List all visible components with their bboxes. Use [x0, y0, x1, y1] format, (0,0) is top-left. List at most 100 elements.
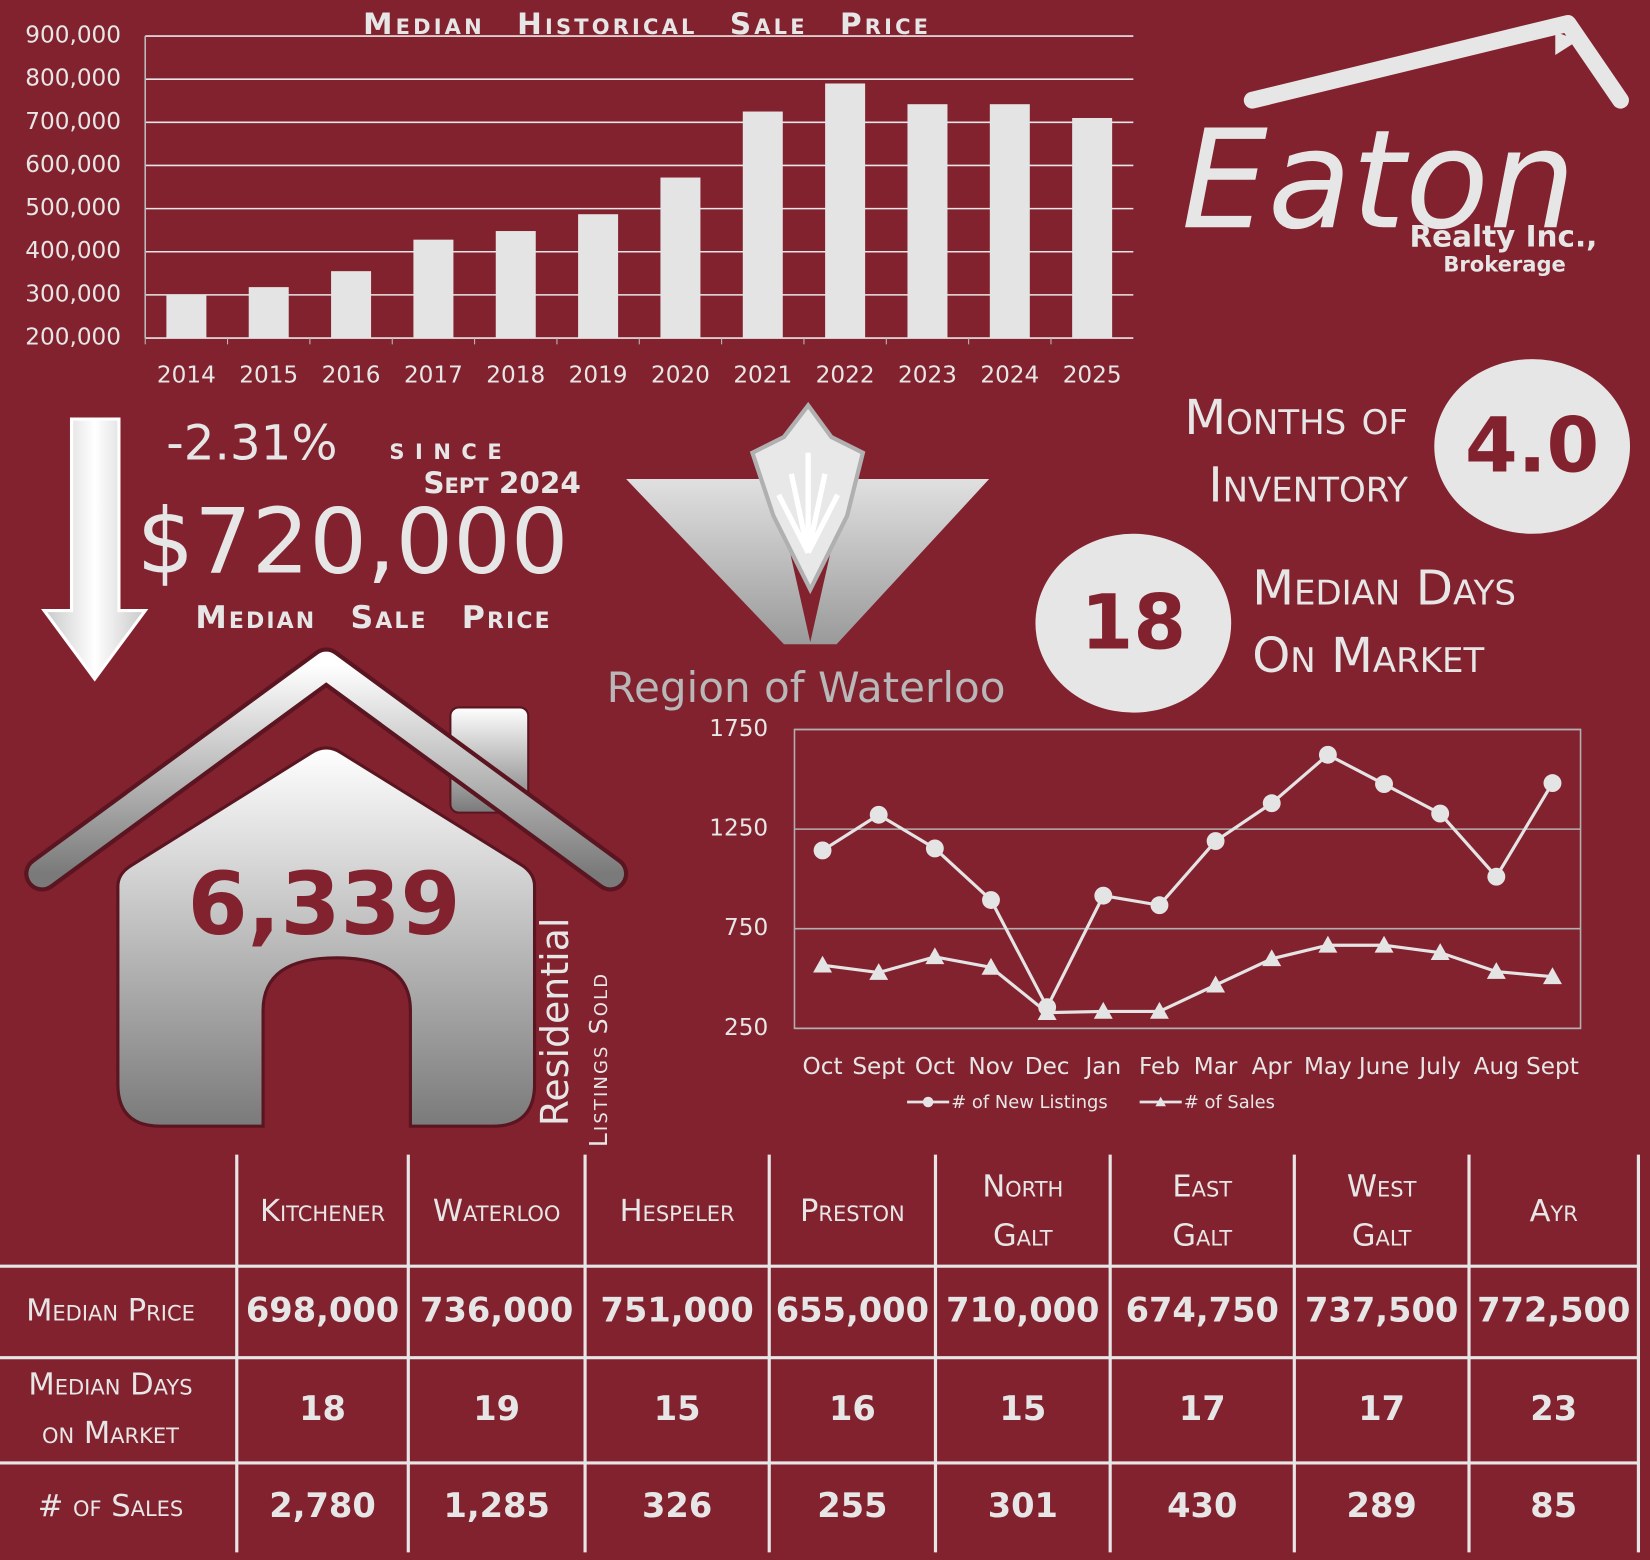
- x-tick-label: 2024: [980, 362, 1039, 388]
- logo-subtitle: Realty Inc.,: [1409, 220, 1597, 254]
- inventory-value: 4.0: [1465, 402, 1599, 490]
- marker: [1430, 943, 1450, 960]
- table-cell: 430: [1167, 1486, 1237, 1525]
- marker: [1093, 1001, 1113, 1019]
- column-header: Ayr: [1530, 1194, 1578, 1229]
- table-cell: 16: [829, 1389, 876, 1428]
- table-cell: 18: [299, 1389, 346, 1428]
- marker: [982, 891, 1000, 909]
- marker: [1543, 967, 1562, 985]
- y-tick-label: 300,000: [25, 281, 121, 307]
- x-tick-label: Oct: [915, 1054, 955, 1080]
- marker: [1543, 774, 1562, 793]
- table-cell: 674,750: [1126, 1290, 1279, 1329]
- marker: [1094, 886, 1113, 905]
- marker: [1375, 775, 1393, 794]
- table-cell: 23: [1530, 1389, 1577, 1428]
- column-header: East: [1172, 1170, 1232, 1205]
- bar: [413, 239, 454, 339]
- days-value: 18: [1081, 578, 1186, 666]
- y-tick-label: 500,000: [25, 195, 121, 221]
- bar: [660, 177, 701, 339]
- table-cell: 17: [1358, 1389, 1405, 1428]
- column-header: Kitchener: [260, 1194, 385, 1229]
- logo-name: Eaton: [1181, 101, 1575, 260]
- x-tick-label: 2021: [733, 362, 792, 388]
- x-tick-label: 2023: [898, 362, 957, 388]
- marker: [1149, 1001, 1169, 1019]
- row-label: # of Sales: [38, 1489, 184, 1524]
- marker: [1262, 949, 1282, 967]
- bar: [1072, 118, 1113, 339]
- table-cell: 17: [1179, 1389, 1226, 1428]
- x-tick-label: Jan: [1083, 1054, 1121, 1080]
- column-header: Galt: [1172, 1218, 1232, 1253]
- marker: [1431, 804, 1450, 823]
- marker: [981, 957, 1001, 975]
- bar: [578, 214, 619, 339]
- y-tick-label: 700,000: [25, 109, 121, 135]
- median-price: $720,000: [137, 489, 569, 594]
- x-tick-label: Dec: [1025, 1054, 1070, 1080]
- x-tick-label: 2022: [816, 362, 875, 388]
- x-tick-label: May: [1304, 1054, 1352, 1080]
- days-badge: [1035, 533, 1232, 713]
- bar: [742, 111, 783, 339]
- marker: [1262, 794, 1281, 813]
- y-tick-label: 900,000: [25, 23, 121, 49]
- table-cell: 2,780: [269, 1486, 375, 1525]
- table-cell: 737,500: [1305, 1290, 1458, 1329]
- marker: [1318, 935, 1338, 953]
- marker: [869, 805, 888, 824]
- bar: [825, 83, 866, 339]
- table-cell: 15: [654, 1389, 701, 1428]
- x-tick-label: 2014: [157, 362, 216, 388]
- x-tick-label: Apr: [1252, 1054, 1293, 1080]
- x-tick-label: 2015: [239, 362, 298, 388]
- period: Sept 2024: [423, 466, 581, 500]
- marker: [925, 947, 945, 965]
- marker: [1318, 745, 1337, 764]
- row-label: Median Price: [26, 1293, 195, 1328]
- marker: [1206, 832, 1225, 851]
- change: -2.31%: [166, 415, 337, 471]
- x-tick-label: Feb: [1139, 1054, 1180, 1080]
- bar: [166, 294, 207, 339]
- table-cell: 698,000: [246, 1290, 399, 1329]
- marker: [813, 841, 832, 860]
- table-cell: 772,500: [1477, 1290, 1630, 1329]
- x-tick-label: Aug: [1474, 1054, 1519, 1080]
- x-tick-label: 2020: [651, 362, 710, 388]
- marker: [1150, 896, 1169, 915]
- days-label: On Market: [1252, 628, 1484, 684]
- legend-label: # of Sales: [1184, 1092, 1275, 1113]
- column-header: West: [1347, 1170, 1417, 1205]
- table-cell: 301: [988, 1486, 1058, 1525]
- bar: [495, 231, 536, 339]
- marker: [813, 955, 833, 973]
- x-tick-label: Sept: [1526, 1054, 1579, 1080]
- table-cell: 751,000: [601, 1290, 754, 1329]
- logo: Eaton Realty Inc., Brokerage: [1181, 14, 1629, 276]
- x-tick-label: June: [1357, 1054, 1409, 1080]
- marker: [1206, 975, 1226, 993]
- table-cell: 655,000: [776, 1290, 929, 1329]
- sold-count: 6,339: [188, 855, 461, 955]
- house: [24, 647, 629, 1128]
- x-tick-label: 2016: [322, 362, 381, 388]
- inventory-label: Inventory: [1208, 458, 1408, 514]
- column-header: Galt: [993, 1218, 1053, 1253]
- marker: [1374, 935, 1394, 953]
- bar: [989, 104, 1030, 339]
- column-header: North: [982, 1170, 1063, 1205]
- marker: [1487, 867, 1506, 886]
- x-tick-label: 2018: [486, 362, 545, 388]
- y-tick-label: 200,000: [25, 325, 121, 351]
- x-tick-label: Nov: [968, 1054, 1013, 1080]
- marker: [1486, 962, 1506, 979]
- since: since: [389, 432, 512, 466]
- bar: [248, 287, 289, 339]
- x-tick-label: Mar: [1194, 1054, 1238, 1080]
- series-line: [821, 752, 1554, 1011]
